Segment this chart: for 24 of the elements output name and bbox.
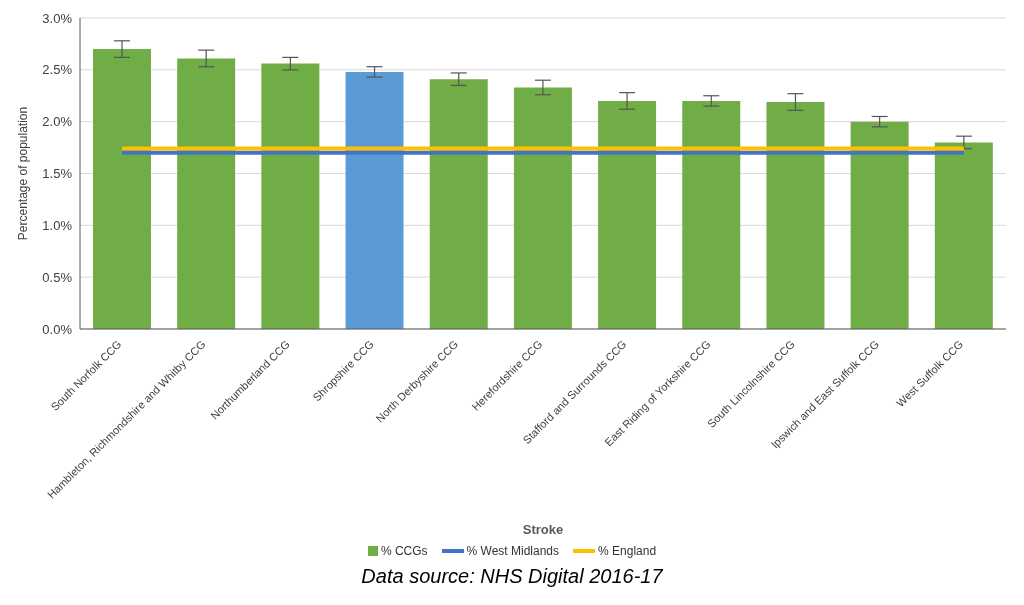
bar [766,101,825,329]
legend-label: % West Midlands [465,544,560,558]
source-note: Data source: NHS Digital 2016-17 [360,565,664,588]
bar [850,121,909,329]
y-tick-label: 3.0% [42,10,73,26]
bar [261,63,320,329]
y-tick-label: 2.5% [42,62,73,78]
bar [429,79,488,329]
y-tick-label: 0.5% [42,269,73,285]
bar [93,49,151,329]
bar [934,142,993,329]
x-axis-title: Stroke [522,522,564,537]
legend-label: % CCGs [379,544,428,558]
bar [682,100,741,329]
y-tick-label: 2.0% [42,114,73,130]
bar [513,87,572,329]
bar [598,100,657,329]
bar [345,71,404,329]
y-axis-title: Percentage of population [16,106,31,241]
y-tick-label: 1.0% [42,217,73,233]
y-tick-label: 0.0% [42,321,73,337]
y-tick-label: 1.5% [42,166,73,182]
legend-label: % England [597,544,657,558]
bar [177,58,236,329]
